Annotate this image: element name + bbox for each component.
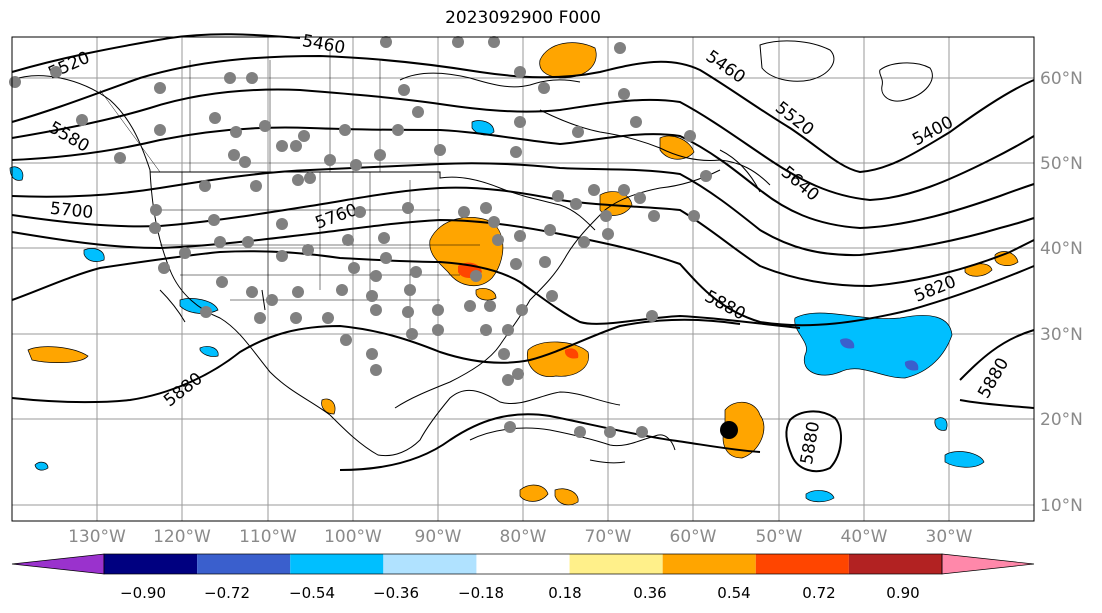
colorbar-tick: 0.18 [548, 584, 581, 602]
colorbar-tick: −0.90 [120, 584, 166, 602]
figure-title: 2023092900 F000 [445, 8, 601, 28]
lon-label-120w: 120°W [153, 527, 211, 547]
colorbar-tick: 0.72 [802, 584, 835, 602]
strong-negative-anomaly-fills [840, 338, 919, 371]
lon-label-100w: 100°W [324, 527, 382, 547]
lon-label-50w: 50°W [756, 527, 803, 547]
lon-label-110w: 110°W [239, 527, 297, 547]
colorbar-segment [290, 554, 384, 574]
colorbar-segment [755, 554, 849, 574]
lat-label-60n: 60°N [1040, 69, 1083, 89]
colorbar-tick: −0.54 [289, 584, 335, 602]
colorbar-segment [848, 554, 942, 574]
lat-label-50n: 50°N [1040, 154, 1083, 174]
colorbar-segment [941, 553, 1035, 575]
contour-label-5700: 5700 [49, 199, 94, 223]
lon-label-90w: 90°W [415, 527, 462, 547]
coastlines-and-borders [11, 40, 933, 464]
lon-label-60w: 60°W [670, 527, 717, 547]
lat-label-10n: 10°N [1040, 496, 1083, 516]
graticule [12, 37, 1034, 521]
lon-label-40w: 40°W [841, 527, 888, 547]
lat-label-20n: 20°N [1040, 410, 1083, 430]
storm-center-marker [720, 421, 738, 439]
lat-label-40n: 40°N [1040, 239, 1083, 259]
colorbar-tick: 0.90 [886, 584, 919, 602]
colorbar-segment [104, 554, 198, 574]
lon-label-30w: 30°W [926, 527, 973, 547]
colorbar-tick-labels: −0.90 −0.72 −0.54 −0.36 −0.18 0.18 0.36 … [120, 584, 920, 602]
colorbar-tick: 0.36 [633, 584, 666, 602]
lon-label-70w: 70°W [585, 527, 632, 547]
colorbar [11, 553, 1035, 575]
state-and-province-borders [99, 50, 480, 330]
colorbar-tick: −0.72 [204, 584, 250, 602]
station-markers [9, 36, 712, 438]
positive-anomaly-fills [27, 42, 1019, 506]
colorbar-tick: −0.18 [458, 584, 504, 602]
colorbar-segment [662, 554, 756, 574]
colorbar-segment [197, 554, 291, 574]
longitude-labels: 130°W 120°W 110°W 100°W 90°W 80°W 70°W 6… [68, 527, 973, 547]
latitude-labels: 60°N 50°N 40°N 30°N 20°N 10°N [1040, 69, 1083, 516]
lat-label-30n: 30°N [1040, 325, 1083, 345]
lon-label-130w: 130°W [68, 527, 126, 547]
colorbar-segment [569, 554, 663, 574]
colorbar-tick: 0.54 [717, 584, 750, 602]
lon-label-80w: 80°W [500, 527, 547, 547]
colorbar-frame [103, 553, 943, 575]
colorbar-segment [11, 553, 105, 575]
colorbar-segment [383, 554, 477, 574]
map-frame [11, 36, 1035, 522]
colorbar-tick: −0.36 [373, 584, 419, 602]
colorbar-segment [476, 554, 570, 574]
